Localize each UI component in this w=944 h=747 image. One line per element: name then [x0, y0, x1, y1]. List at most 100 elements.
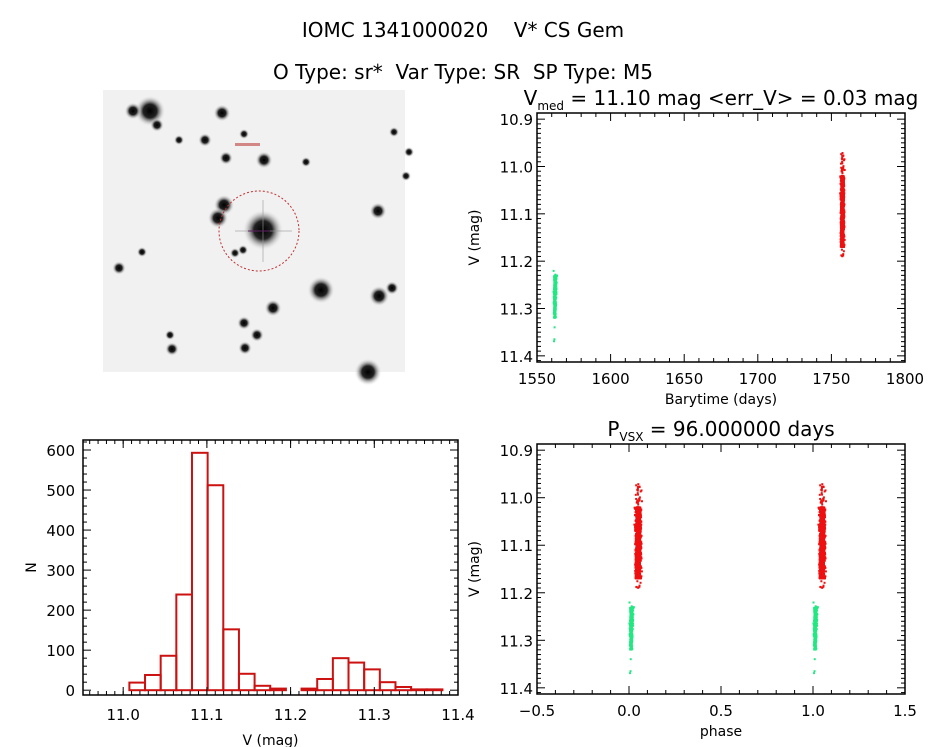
data-point	[638, 496, 641, 499]
data-point	[818, 555, 821, 558]
data-point	[814, 644, 817, 647]
star	[385, 281, 399, 295]
data-point	[553, 285, 556, 288]
data-point	[631, 621, 634, 624]
data-point	[839, 217, 842, 220]
data-point	[814, 642, 817, 645]
data-point	[636, 515, 639, 518]
data-point	[630, 612, 633, 615]
data-point	[840, 218, 843, 221]
data-point	[840, 206, 843, 209]
data-point	[814, 641, 817, 644]
star	[219, 151, 233, 165]
data-point	[840, 166, 843, 169]
x-axis-label: V (mag)	[242, 733, 298, 747]
data-point	[639, 577, 642, 580]
data-point	[552, 290, 555, 293]
data-point	[629, 646, 632, 649]
data-point	[815, 615, 818, 618]
data-point	[636, 569, 639, 572]
data-point	[636, 509, 639, 512]
data-point	[637, 576, 640, 579]
data-point	[637, 493, 640, 496]
data-point	[631, 622, 634, 625]
data-point	[638, 517, 641, 520]
data-point	[637, 540, 640, 543]
data-point	[842, 239, 845, 242]
star	[165, 342, 179, 356]
data-point	[638, 563, 641, 566]
histogram-bar	[347, 661, 366, 692]
data-point	[841, 180, 844, 183]
data-point	[640, 500, 643, 503]
data-point	[630, 616, 633, 619]
data-point	[638, 485, 641, 488]
data-point	[636, 548, 639, 551]
y-tick-label: 11.2	[500, 253, 533, 271]
data-point	[639, 548, 642, 551]
data-point	[821, 503, 824, 506]
data-point	[634, 564, 637, 567]
data-point	[841, 221, 844, 224]
data-point	[638, 514, 641, 517]
data-point	[842, 212, 845, 215]
histogram-bar	[253, 684, 272, 692]
star	[112, 261, 126, 275]
histogram-bar	[206, 484, 225, 692]
data-point	[629, 617, 632, 620]
data-point	[628, 633, 631, 636]
x-tick-label: 1700	[739, 370, 777, 388]
data-point	[636, 542, 639, 545]
data-point	[639, 581, 642, 584]
y-axis-label: N	[24, 562, 40, 572]
data-point	[841, 215, 844, 218]
data-point	[639, 536, 642, 539]
data-point	[636, 533, 639, 536]
data-point	[815, 619, 818, 622]
data-point	[634, 555, 637, 558]
data-point	[840, 153, 843, 156]
data-point	[842, 235, 845, 238]
data-point	[630, 623, 633, 626]
data-point	[841, 156, 844, 159]
data-point	[553, 301, 556, 304]
star	[173, 134, 185, 146]
data-point	[636, 518, 639, 521]
star	[354, 358, 382, 386]
data-point	[841, 243, 844, 246]
data-point	[553, 290, 556, 293]
data-point	[634, 552, 637, 555]
data-point	[842, 201, 845, 204]
data-point	[841, 216, 844, 219]
data-point	[637, 524, 640, 527]
data-point	[842, 206, 845, 209]
data-point	[636, 492, 639, 495]
histogram-bar	[175, 593, 193, 692]
histogram-bar	[410, 688, 428, 692]
data-point	[819, 484, 822, 487]
data-point	[840, 224, 843, 227]
data-point	[638, 545, 641, 548]
data-point	[638, 519, 641, 522]
data-point	[639, 532, 642, 535]
histogram-bar	[331, 657, 350, 692]
data-point	[553, 283, 556, 286]
data-point	[814, 607, 817, 610]
histogram-bar	[394, 685, 413, 692]
star	[229, 247, 241, 259]
data-point	[639, 546, 642, 549]
data-point	[813, 634, 816, 637]
y-tick-label: 100	[46, 642, 75, 660]
data-point	[553, 295, 556, 298]
star	[237, 316, 251, 330]
star	[150, 118, 164, 132]
x-axis-label: phase	[700, 724, 742, 740]
data-point	[816, 613, 819, 616]
data-point	[840, 202, 843, 205]
data-point	[629, 624, 632, 627]
figure-subtitle: O Type: sr* Var Type: SR SP Type: M5	[273, 60, 653, 84]
y-tick-label: 11.0	[500, 158, 533, 176]
data-point	[813, 621, 816, 624]
data-point	[815, 616, 818, 619]
